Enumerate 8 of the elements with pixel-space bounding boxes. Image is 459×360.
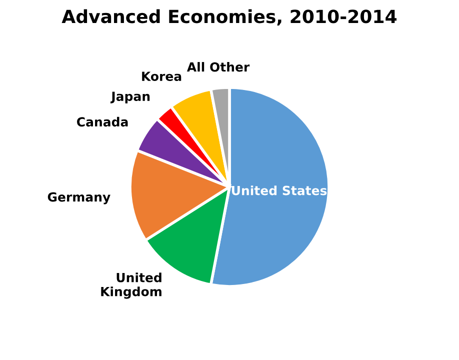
- slice-label: Germany: [48, 192, 110, 204]
- slice-label: Canada: [76, 116, 128, 127]
- slice-label: All Other: [186, 62, 250, 72]
- chart-title: Advanced Economies, 2010-2014: [62, 9, 397, 26]
- slice-label: Korea: [142, 72, 182, 81]
- slice-label: United States: [232, 186, 327, 196]
- slice-label: Japan: [110, 92, 150, 104]
- slice-label: United Kingdom: [101, 272, 162, 299]
